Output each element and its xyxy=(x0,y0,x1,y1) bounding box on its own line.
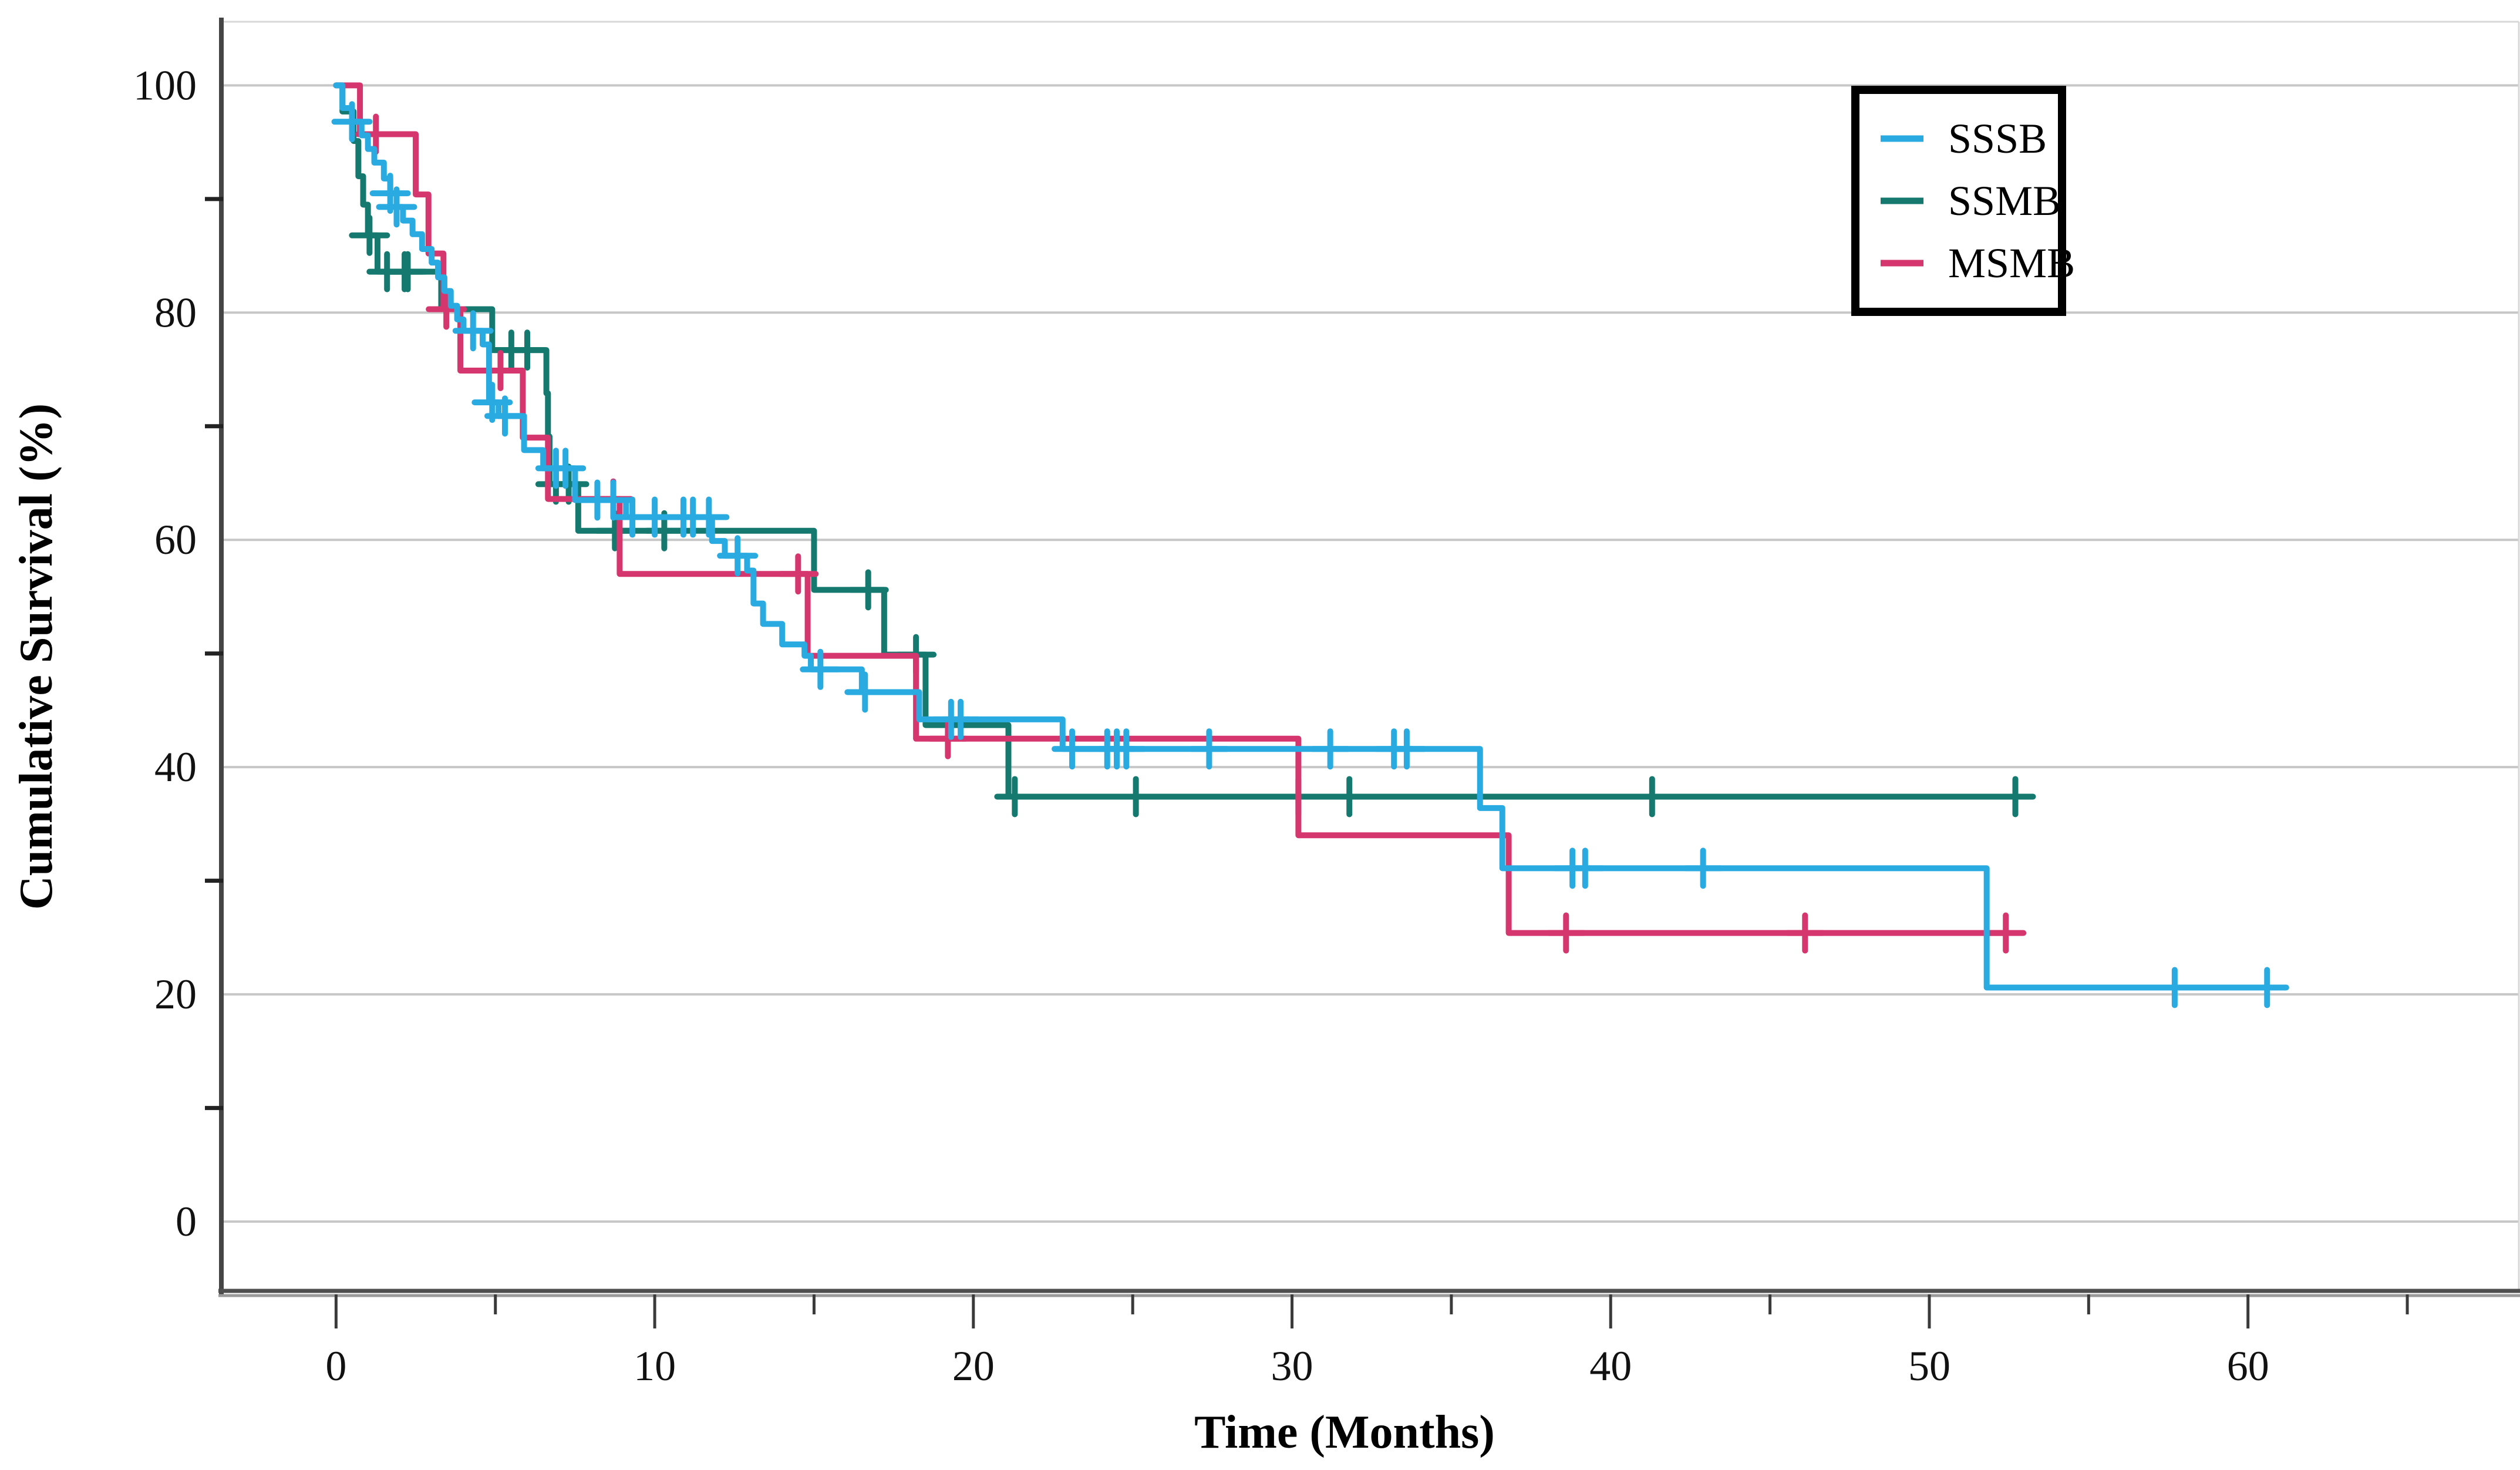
y-tick-label-20: 20 xyxy=(154,971,197,1018)
legend: SSSB SSMB MSMB xyxy=(1851,86,2075,316)
x-tick-label-0: 0 xyxy=(325,1343,346,1390)
x-tick-label-30: 30 xyxy=(1271,1343,1313,1390)
survival-curves xyxy=(331,82,2289,1008)
y-axis-ticks xyxy=(205,197,223,1111)
legend-label-sssb: SSSB xyxy=(1948,115,2047,162)
y-axis-title: Cumulative Survival (%) xyxy=(11,403,62,910)
legend-entry-msmb: MSMB xyxy=(1881,240,2075,287)
y-tick-label-40: 40 xyxy=(154,744,197,790)
x-tick-label-60: 60 xyxy=(2227,1343,2269,1390)
x-tick-label-40: 40 xyxy=(1589,1343,1632,1390)
y-tick-label-0: 0 xyxy=(176,1198,197,1245)
curve-msmb xyxy=(333,82,2012,936)
legend-label-ssmb: SSMB xyxy=(1948,177,2061,224)
y-axis-tick-labels: 0 20 40 60 80 100 xyxy=(133,62,197,1245)
x-tick-label-50: 50 xyxy=(1908,1343,1950,1390)
x-tick-label-10: 10 xyxy=(634,1343,676,1390)
x-axis-title: Time (Months) xyxy=(1194,1407,1495,1458)
censor-marks-sssb xyxy=(331,101,2288,1008)
y-tick-label-100: 100 xyxy=(133,62,197,109)
y-tick-label-60: 60 xyxy=(154,516,197,563)
x-axis-tick-labels: 0 10 20 30 40 50 60 xyxy=(325,1343,2269,1390)
x-tick-label-20: 20 xyxy=(952,1343,995,1390)
censor-marks-msmb xyxy=(355,113,2027,954)
legend-entry-ssmb: SSMB xyxy=(1881,177,2061,224)
x-axis-ticks xyxy=(334,1294,2409,1328)
legend-entry-sssb: SSSB xyxy=(1881,115,2047,162)
gridlines xyxy=(221,21,2520,1292)
y-tick-label-80: 80 xyxy=(154,289,197,336)
legend-label-msmb: MSMB xyxy=(1948,240,2075,287)
